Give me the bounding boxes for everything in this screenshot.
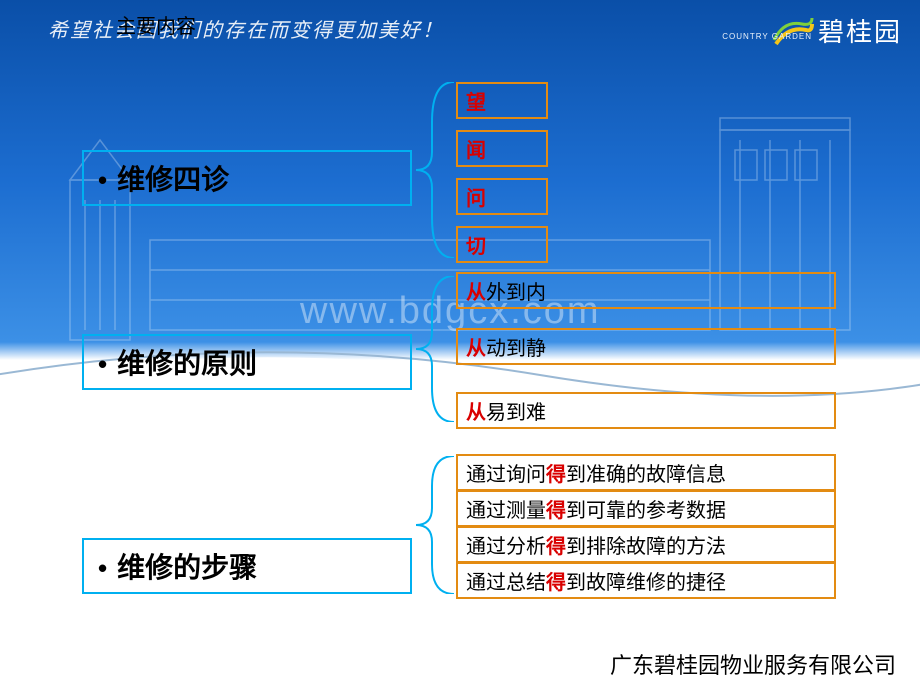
section-label: 维修四诊 — [117, 164, 229, 195]
detail-item: 从易到难 — [456, 392, 836, 429]
detail-item: 从动到静 — [456, 328, 836, 365]
detail-text: 易到难 — [486, 402, 546, 424]
highlight-text: 得 — [546, 464, 566, 486]
detail-text: 外到内 — [486, 282, 546, 304]
bracket-icon — [414, 276, 456, 422]
highlight-text: 闻 — [466, 140, 486, 162]
highlight-text: 问 — [466, 188, 486, 210]
detail-post: 到可靠的参考数据 — [566, 500, 726, 522]
detail-post: 到故障维修的捷径 — [566, 572, 726, 594]
detail-item: 通过测量得到可靠的参考数据 — [456, 490, 836, 527]
bracket-icon — [414, 456, 456, 594]
footer-company: 广东碧桂园物业服务有限公司 — [610, 648, 896, 680]
detail-post: 到准确的故障信息 — [566, 464, 726, 486]
section-label: 维修的步骤 — [117, 552, 257, 583]
detail-item: 闻 — [456, 130, 548, 167]
detail-pre: 通过询问 — [466, 464, 546, 486]
detail-item: 通过分析得到排除故障的方法 — [456, 526, 836, 563]
detail-pre: 通过测量 — [466, 500, 546, 522]
highlight-text: 从 — [466, 282, 486, 304]
section-box-principles: • 维修的原则 — [82, 334, 412, 390]
detail-pre: 通过分析 — [466, 536, 546, 558]
detail-pre: 通过总结 — [466, 572, 546, 594]
logo: 碧桂园 — [772, 12, 902, 49]
bullet-icon: • — [98, 349, 107, 379]
detail-item: 问 — [456, 178, 548, 215]
detail-item: 通过总结得到故障维修的捷径 — [456, 562, 836, 599]
page-title: 主要内容 — [116, 10, 196, 39]
header-slogan: 希望社会因我们的存在而变得更加美好！ — [48, 14, 444, 43]
highlight-text: 得 — [546, 572, 566, 594]
detail-item: 望 — [456, 82, 548, 119]
detail-item: 通过询问得到准确的故障信息 — [456, 454, 836, 491]
detail-item: 切 — [456, 226, 548, 263]
bracket-icon — [414, 82, 456, 258]
highlight-text: 得 — [546, 536, 566, 558]
highlight-text: 望 — [466, 92, 486, 114]
detail-post: 到排除故障的方法 — [566, 536, 726, 558]
highlight-text: 得 — [546, 500, 566, 522]
logo-subtitle: COUNTRY GARDEN — [722, 32, 812, 41]
section-box-steps: • 维修的步骤 — [82, 538, 412, 594]
highlight-text: 从 — [466, 402, 486, 424]
logo-label: 碧桂园 — [818, 12, 902, 49]
detail-text: 动到静 — [486, 338, 546, 360]
highlight-text: 从 — [466, 338, 486, 360]
detail-item: 从外到内 — [456, 272, 836, 309]
section-box-diagnosis: • 维修四诊 — [82, 150, 412, 206]
bullet-icon: • — [98, 165, 107, 195]
highlight-text: 切 — [466, 236, 486, 258]
bullet-icon: • — [98, 553, 107, 583]
logo-swoosh-icon — [772, 16, 814, 46]
section-label: 维修的原则 — [117, 348, 257, 379]
